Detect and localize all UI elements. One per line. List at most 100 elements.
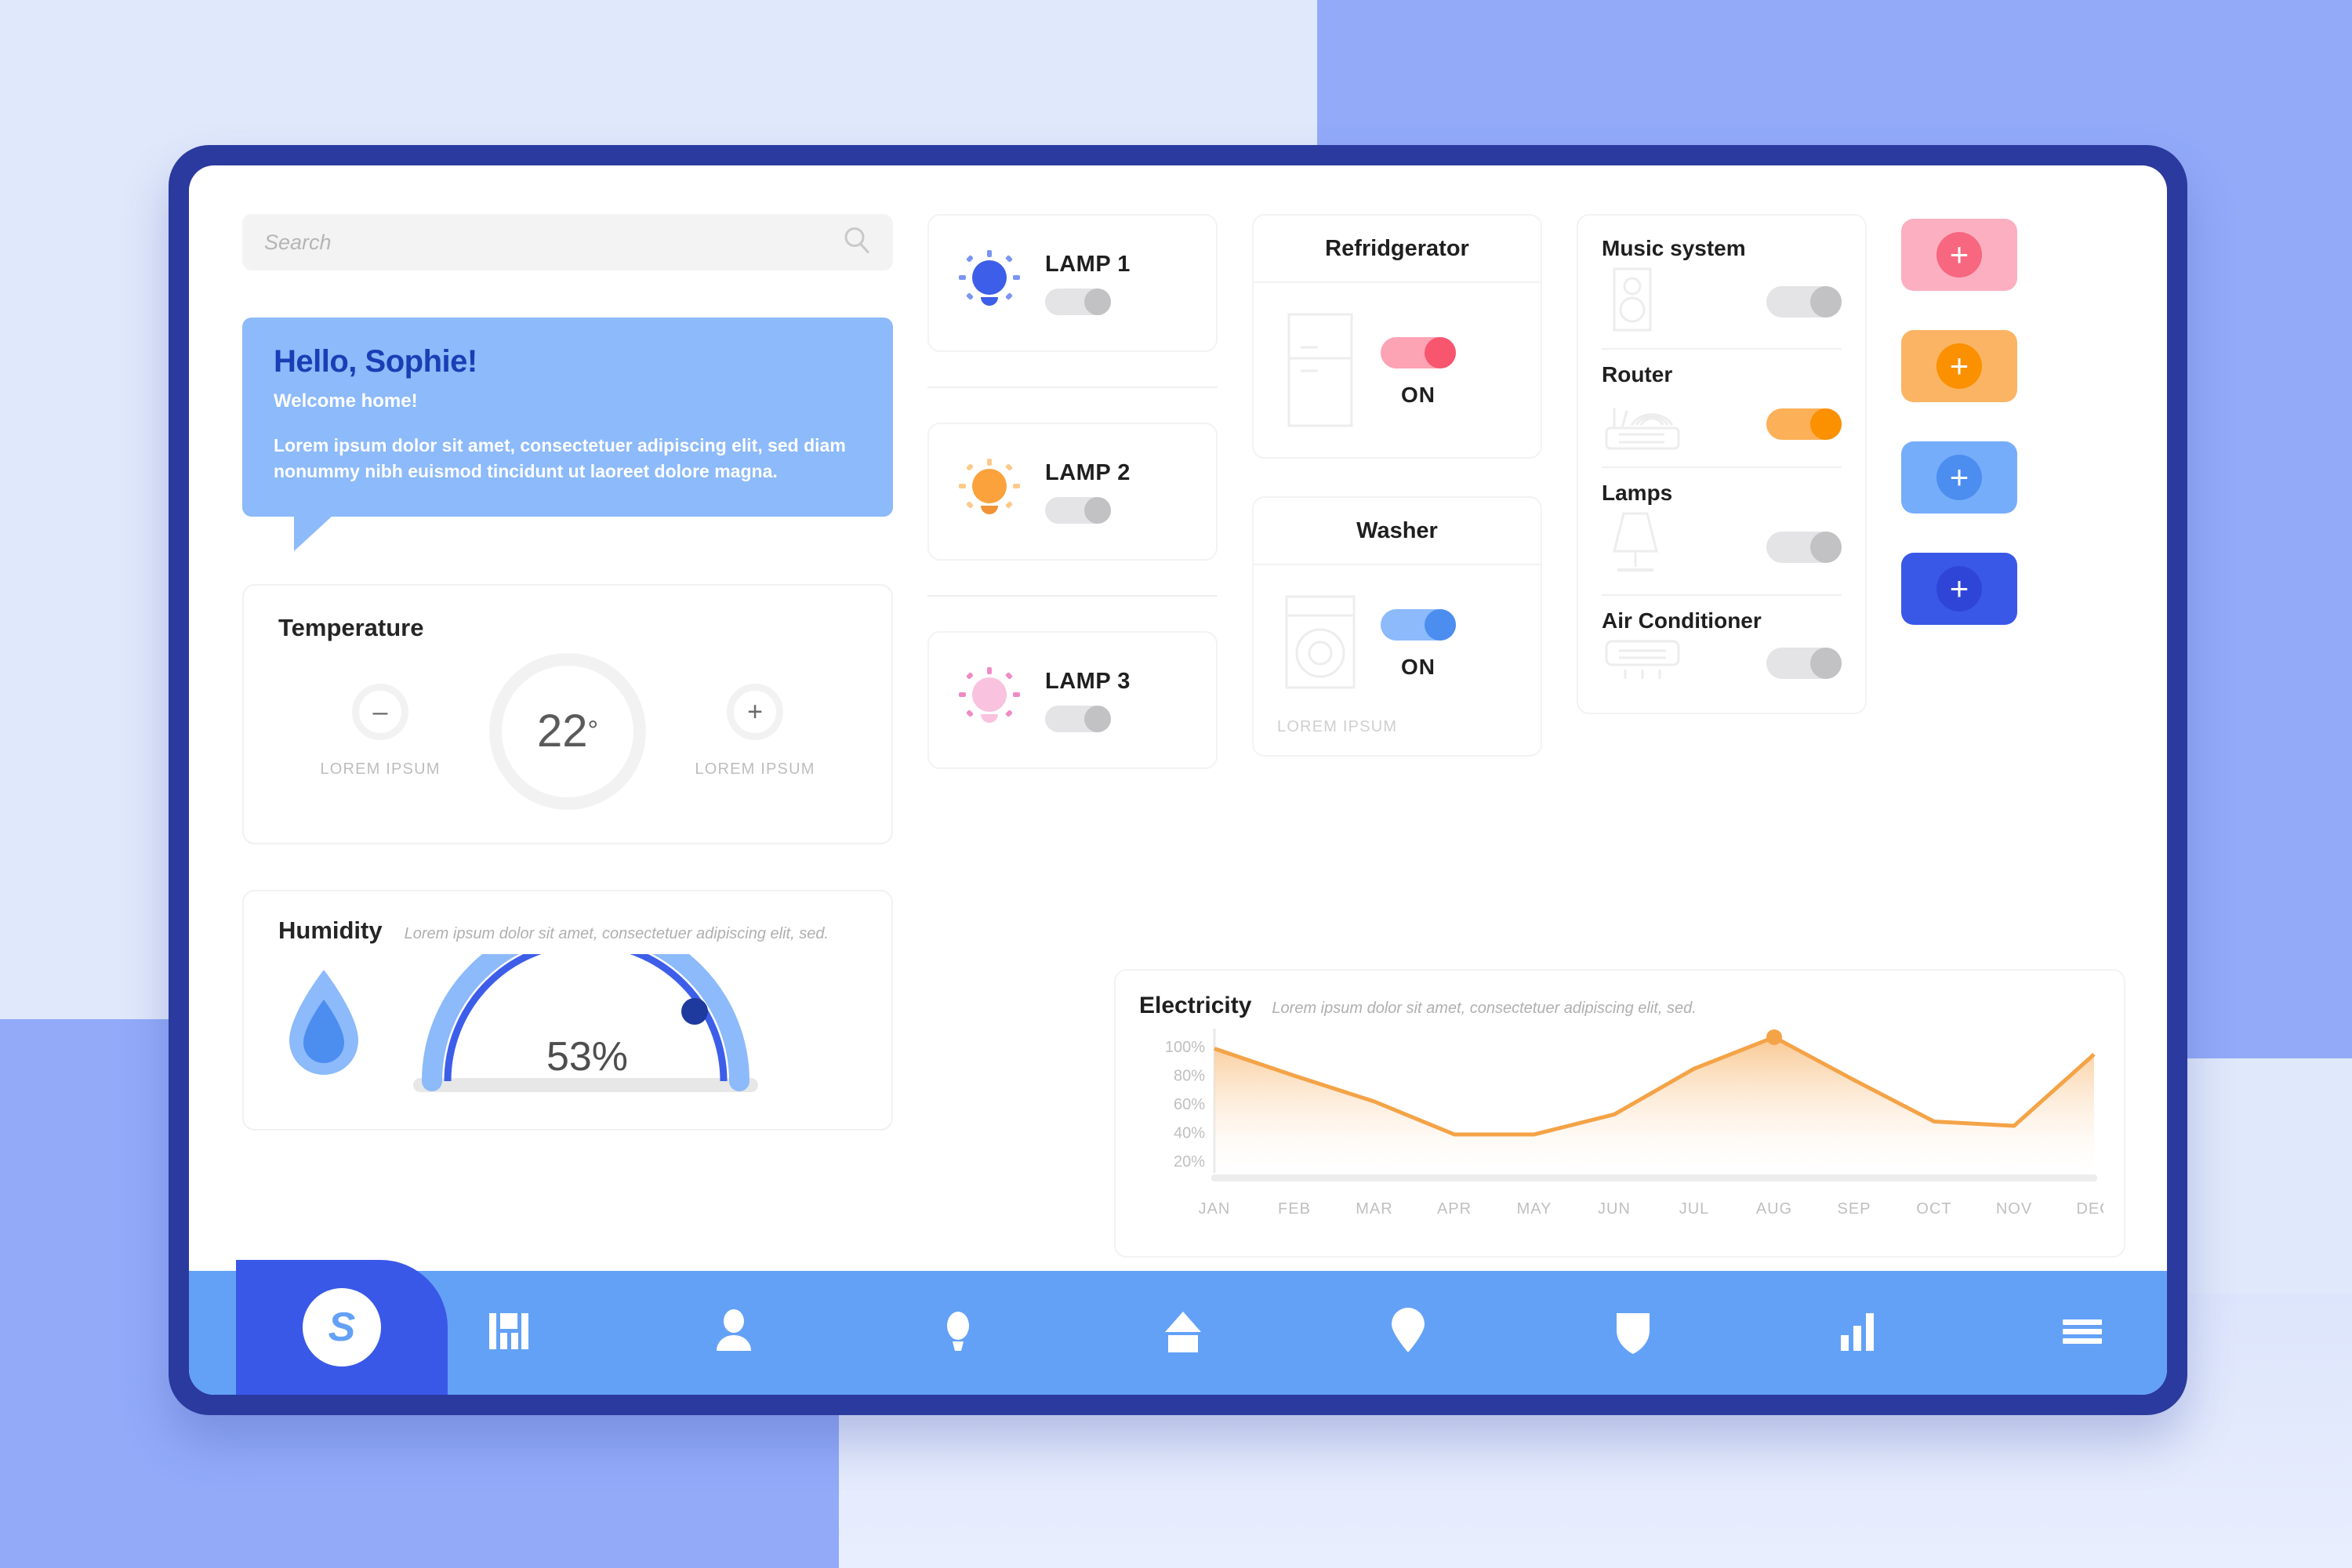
add-button-navy[interactable]: + [1901, 553, 2017, 625]
nav-item-home[interactable] [1145, 1295, 1221, 1370]
chart-y-axis-labels: 100% 80% 60% 40% 20% [1165, 1039, 1205, 1171]
refrigerator-toggle[interactable] [1381, 337, 1456, 368]
appliance-gap [1252, 459, 1542, 496]
chart-subtitle: Lorem ipsum dolor sit amet, consectetuer… [1272, 1000, 1697, 1017]
nav-item-dashboard[interactable] [471, 1295, 546, 1370]
bulb-icon [956, 248, 1023, 319]
tablet-device-frame: Search Hello, Sophie! Welcome home! Lore… [169, 145, 2187, 1415]
refrigerator-icon [1277, 310, 1363, 435]
home-icon [1159, 1307, 1207, 1359]
lamp-card-3[interactable]: LAMP 3 [927, 631, 1218, 769]
refrigerator-body: ON [1254, 283, 1541, 457]
device-name-air-conditioner: Air Conditioner [1602, 608, 1762, 633]
electricity-area-chart: 100% 80% 60% 40% 20% JAN FEB MAR APR MAY JUN JUL AU… [1165, 1029, 2111, 1218]
nav-item-security[interactable] [1595, 1295, 1671, 1370]
lamp-toggle-3[interactable] [1045, 705, 1111, 732]
logo-tab[interactable]: S [236, 1260, 448, 1395]
toggle-knob [1084, 288, 1111, 315]
search-input[interactable]: Search [242, 214, 893, 270]
dashboard-content: Search Hello, Sophie! Welcome home! Lore… [189, 165, 2167, 1255]
chart-x-tick-label: SEP [1837, 1200, 1871, 1218]
device-item-music-system[interactable]: Music system [1602, 236, 1842, 339]
device-item-lamps[interactable]: Lamps [1602, 481, 1842, 585]
nav-item-location[interactable] [1370, 1295, 1446, 1370]
temperature-decrease-group: – LOREM IPSUM [306, 684, 455, 779]
chart-x-tick-label: JAN [1199, 1200, 1231, 1218]
device-toggle-router[interactable] [1766, 408, 1842, 440]
chart-x-tick-label: DEC [2076, 1200, 2103, 1218]
air-conditioner-icon [1602, 637, 1683, 689]
device-item-air-conditioner[interactable]: Air Conditioner [1602, 608, 1842, 689]
humidity-gauge[interactable]: 53% [413, 916, 758, 1098]
chart-line [1214, 1035, 2096, 1137]
lamp-card-2[interactable]: LAMP 2 [927, 423, 1218, 561]
washer-title: Washer [1254, 498, 1541, 565]
device-divider-1 [1602, 348, 1842, 350]
humidity-body: 53% [278, 916, 857, 1098]
washer-body: ON [1254, 565, 1541, 718]
lamp-toggle-2[interactable] [1045, 496, 1111, 524]
device-toggle-music-system[interactable] [1766, 285, 1842, 318]
chart-x-axis [1211, 1174, 2097, 1181]
nav-item-menu[interactable] [2045, 1295, 2120, 1370]
lamp-name-2: LAMP 2 [1045, 459, 1131, 485]
device-name-router: Router [1602, 362, 1673, 387]
device-toggle-air-conditioner[interactable] [1766, 647, 1842, 679]
add-button-orange[interactable]: + [1901, 330, 2017, 402]
bulb-icon [956, 456, 1023, 528]
nav-item-statistics[interactable] [1820, 1295, 1895, 1370]
temperature-unit: ° [587, 716, 599, 746]
temperature-dial[interactable]: 22 ° [489, 652, 646, 810]
bulb-icon [934, 1307, 982, 1359]
plus-icon: + [1936, 455, 1982, 500]
hamburger-menu-icon [2058, 1307, 2107, 1359]
lamp-divider-1 [927, 387, 1218, 388]
left-column: Search Hello, Sophie! Welcome home! Lore… [242, 214, 893, 1255]
temperature-decrease-button[interactable]: – [352, 684, 408, 741]
appliance-column: Refridgerator ON [1252, 214, 1542, 1255]
search-icon[interactable] [841, 225, 873, 260]
temperature-increase-button[interactable]: + [727, 684, 783, 741]
bulb-icon [956, 665, 1023, 736]
humidity-title: Humidity [278, 916, 383, 944]
greeting-subtitle: Welcome home! [274, 390, 418, 412]
washer-control: ON [1381, 608, 1456, 680]
nav-items [471, 1271, 2120, 1395]
lamp-toggle-1[interactable] [1045, 288, 1111, 315]
greeting-tail [294, 514, 333, 551]
temperature-controls: – LOREM IPSUM 22 ° + LOREM IPSUM [278, 652, 857, 810]
temperature-value: 22 [536, 706, 588, 757]
temperature-title: Temperature [278, 613, 424, 641]
lamp-info-1: LAMP 1 [1045, 252, 1131, 315]
add-button-pink[interactable]: + [1901, 219, 2017, 291]
device-row-music-system [1602, 264, 1842, 339]
nav-item-lighting[interactable] [920, 1295, 996, 1370]
lamp-column: LAMP 1 [927, 214, 1218, 1255]
lamp-divider-2 [927, 595, 1218, 597]
washer-toggle[interactable] [1381, 608, 1456, 641]
temperature-card: Temperature – LOREM IPSUM 22 ° + LOREM IP… [242, 583, 893, 844]
table-lamp-icon [1602, 509, 1669, 585]
temperature-right-caption: LOREM IPSUM [695, 760, 815, 779]
add-buttons-column: + + + + [1901, 214, 2019, 1255]
chart-x-tick-label: APR [1437, 1200, 1472, 1218]
add-button-blue[interactable]: + [1901, 441, 2017, 514]
chart-x-tick-label: MAR [1356, 1200, 1392, 1218]
router-icon [1602, 390, 1683, 457]
washer-card: Washer ON LOREM IPS [1252, 496, 1542, 757]
device-toggle-lamps[interactable] [1766, 531, 1842, 563]
location-pin-icon [1384, 1307, 1432, 1359]
greeting-title: Hello, Sophie! [274, 344, 477, 379]
temperature-left-caption: LOREM IPSUM [320, 760, 441, 779]
brand-logo[interactable]: S [303, 1288, 381, 1367]
device-item-router[interactable]: Router [1602, 362, 1842, 457]
chart-x-tick-label: FEB [1278, 1200, 1311, 1218]
speaker-icon [1602, 264, 1661, 339]
nav-item-profile[interactable] [696, 1295, 771, 1370]
lamp-card-1[interactable]: LAMP 1 [927, 214, 1218, 352]
dashboard-screen: Search Hello, Sophie! Welcome home! Lore… [189, 165, 2167, 1395]
device-row-lamps [1602, 509, 1842, 585]
device-name-lamps: Lamps [1602, 481, 1673, 505]
toggle-knob [1810, 285, 1842, 318]
lamp-info-2: LAMP 2 [1045, 460, 1131, 524]
